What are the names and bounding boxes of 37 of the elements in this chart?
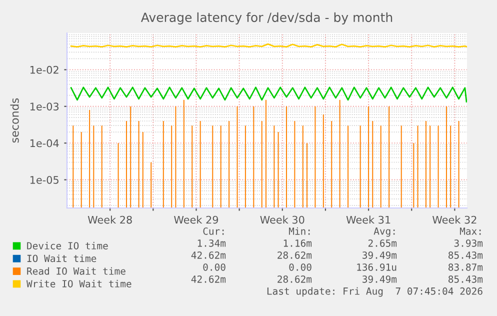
text: 1.16m bbox=[284, 239, 312, 247]
y-tick-label: 1e-02 bbox=[30, 66, 58, 74]
text: Max: bbox=[460, 228, 481, 235]
text: 3.93m bbox=[454, 239, 483, 247]
y-axis-title: seconds bbox=[10, 98, 19, 143]
chart-title: Average latency for /dev/sda - by month bbox=[140, 12, 392, 24]
x-tick-label: Week 29 bbox=[174, 216, 218, 224]
y-tick-label: 1e-05 bbox=[30, 176, 58, 184]
text: 85.43m bbox=[448, 275, 483, 283]
text: 1.34m bbox=[198, 239, 226, 247]
text: 39.49m bbox=[362, 275, 397, 283]
text: Last update: Fri Aug 7 07:45:04 2026 bbox=[267, 287, 482, 297]
x-tick-label: Week 28 bbox=[88, 216, 132, 224]
text: 85.43m bbox=[448, 251, 483, 259]
text: 0.00 bbox=[289, 263, 312, 271]
text: 28.62m bbox=[278, 275, 312, 283]
x-tick-label: Week 31 bbox=[346, 216, 390, 224]
text: 39.49m bbox=[362, 251, 397, 259]
legend-label: IO Wait time bbox=[27, 254, 96, 262]
text: 2.65m bbox=[368, 239, 397, 247]
text: 136.91u bbox=[357, 263, 396, 271]
text: 83.87m bbox=[448, 263, 483, 271]
x-tick-label: Week 32 bbox=[432, 216, 476, 224]
y-tick-label: 1e-04 bbox=[30, 139, 59, 148]
text: 42.62m bbox=[191, 251, 226, 259]
legend-label: Read IO Wait time bbox=[27, 267, 126, 275]
x-tick-label: Week 30 bbox=[260, 216, 304, 224]
legend-label: Device IO time bbox=[27, 242, 108, 250]
y-tick-label: 1e-03 bbox=[30, 102, 59, 110]
text: Min: bbox=[288, 227, 310, 235]
legend-label: Write IO Wait time bbox=[26, 280, 132, 288]
text: 28.62m bbox=[278, 251, 312, 259]
text: Cur: bbox=[203, 227, 224, 235]
text: Avg: bbox=[374, 228, 395, 237]
line-series bbox=[70, 86, 467, 102]
text: 0.00 bbox=[203, 263, 226, 271]
text: 42.62m bbox=[191, 275, 226, 283]
